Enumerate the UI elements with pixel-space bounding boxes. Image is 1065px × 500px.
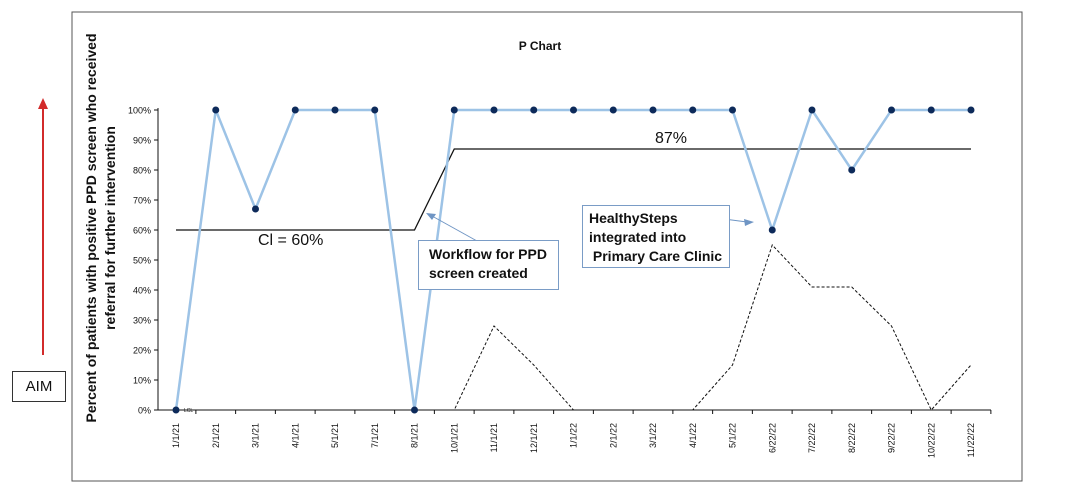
x-tick-label: 5/1/22 [728,423,738,448]
x-tick-label: 8/1/21 [410,423,420,448]
data-point [848,166,856,174]
callout-healthysteps: HealthySteps integrated into Primary Car… [582,205,730,268]
data-point [411,406,418,414]
data-point [609,106,617,114]
x-tick-label: 12/1/21 [529,423,539,453]
x-tick-label: 4/1/22 [688,423,698,448]
y-axis-label-line2: referral for further intervention [102,126,118,330]
x-tick-label: 4/1/21 [290,423,300,448]
x-tick-label: 2/1/22 [608,423,618,448]
callout1-arrow [426,213,478,242]
x-tick-label: 10/1/21 [449,423,459,453]
x-tick-label: 1/1/22 [569,423,579,448]
callout-healthysteps-line1: HealthySteps [589,210,678,226]
y-tick-label: 60% [133,226,151,236]
series-layer [172,106,975,414]
y-tick-label: 50% [133,256,151,266]
x-tick-label: 7/1/21 [370,423,380,448]
data-point [967,106,975,114]
data-point [808,106,816,114]
data-point [371,106,379,114]
data-point [689,106,697,114]
y-tick-label: 90% [133,136,151,146]
data-point [768,226,776,234]
data-point [212,106,220,114]
y-tick-label: 0% [138,406,151,416]
data-point [530,106,538,114]
y-tick-label: 20% [133,346,151,356]
callout-healthysteps-line2: integrated into [589,229,687,245]
center-label: 87% [655,130,687,147]
y-tick-label: 10% [133,376,151,386]
y-tick-label: 80% [133,166,151,176]
data-point [252,205,259,213]
y-tick-label: 100% [128,106,151,116]
cl-label: Cl = 60% [258,232,323,249]
lcl-label: LCL [184,408,193,414]
aim-label: AIM [12,371,66,402]
x-tick-label: 3/1/21 [251,423,261,448]
data-point [490,106,498,114]
y-axis-label-line1: Percent of patients with positive PPD sc… [83,33,99,422]
x-tick-label: 2/1/21 [211,423,221,448]
x-tick-label: 5/1/21 [330,423,340,448]
callout-workflow-line1: Workflow for PPD [429,246,547,262]
data-point [729,106,736,114]
x-tick-label: 6/22/22 [767,423,777,453]
annotation-layer: Cl = 60% 87% LCL [184,130,754,414]
data-point [450,106,458,114]
center-line [176,148,971,231]
x-tick-label: 8/22/22 [847,423,857,453]
data-point [927,106,935,114]
x-tick-label: 1/1/21 [171,423,181,448]
x-tick-label: 7/22/22 [807,423,817,453]
y-tick-label: 70% [133,196,151,206]
callout-workflow-line2: screen created [429,265,528,281]
data-point [291,106,299,114]
x-tick-label: 11/1/21 [489,423,499,452]
data-point [649,106,657,114]
data-point [172,406,180,414]
centerline-layer [176,148,971,231]
lcl-line [176,244,972,411]
data-point [888,106,895,114]
x-tick-label: 3/1/22 [648,423,658,448]
x-tick-label: 10/22/22 [926,423,936,458]
data-point [570,106,577,114]
y-tick-label: 40% [133,286,151,296]
x-tick-label: 11/22/22 [966,423,976,457]
chart-title: P Chart [519,39,561,53]
callout-healthysteps-line3: Primary Care Clinic [589,248,723,264]
x-tick-label: 9/22/22 [887,423,897,453]
y-tick-label: 30% [133,316,151,326]
lcl-layer [176,244,972,411]
axes: 0% 10% 20% 30% 40% 50% 60% 70% 80% 90% 100% 1/1/21 2… [128,106,992,458]
callout-workflow: Workflow for PPD screen created [418,240,559,290]
aim-arrow [38,98,48,355]
data-point [331,106,339,114]
